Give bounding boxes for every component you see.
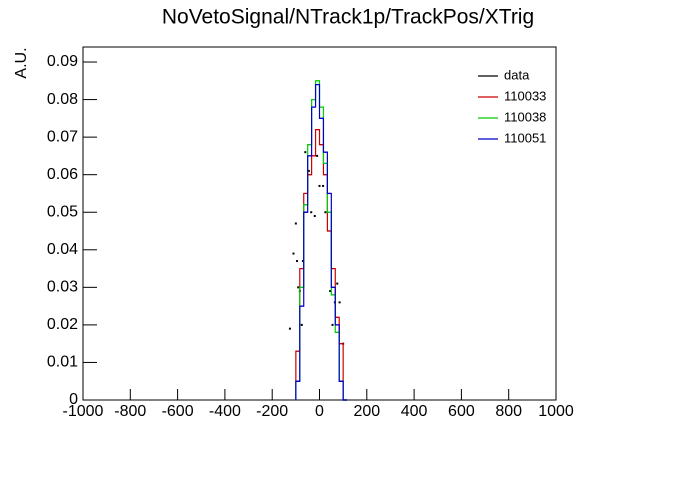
data-point xyxy=(307,169,310,172)
x-tick-label: -400 xyxy=(209,403,241,420)
data-point xyxy=(310,211,313,214)
x-tick-label: 0 xyxy=(315,403,324,420)
y-tick-label: 0.08 xyxy=(47,91,78,108)
legend-label: 110038 xyxy=(504,109,546,124)
y-axis-label: A.U. xyxy=(13,47,30,78)
x-tick-label: -800 xyxy=(114,403,146,420)
data-point xyxy=(304,151,307,154)
data-point xyxy=(296,260,299,263)
y-tick-label: 0.01 xyxy=(47,354,78,371)
x-tick-label: -1000 xyxy=(63,403,104,420)
y-tick-label: 0.09 xyxy=(47,53,78,70)
x-tick-label: -200 xyxy=(256,403,288,420)
x-tick-label: 800 xyxy=(495,403,522,420)
data-point xyxy=(336,282,339,285)
chart-title: NoVetoSignal/NTrack1p/TrackPos/XTrig xyxy=(162,6,534,29)
data-point xyxy=(316,154,319,157)
data-point xyxy=(288,327,291,330)
data-point xyxy=(292,252,295,255)
data-point xyxy=(338,301,341,304)
x-tick-label: 400 xyxy=(401,403,428,420)
y-tick-label: 0.04 xyxy=(47,241,78,258)
data-point xyxy=(294,222,297,225)
x-tick-label: 200 xyxy=(353,403,380,420)
legend-label: 110033 xyxy=(504,88,546,103)
y-tick-label: 0.02 xyxy=(47,316,78,333)
data-point xyxy=(329,290,332,293)
data-point xyxy=(331,323,334,326)
y-tick-label: 0 xyxy=(69,391,78,408)
data-point xyxy=(313,214,316,217)
y-tick-label: 0.06 xyxy=(47,166,78,183)
data-point xyxy=(322,184,325,187)
y-tick-label: 0.03 xyxy=(47,279,78,296)
legend-label: data xyxy=(504,67,530,82)
data-point xyxy=(300,323,303,326)
data-point xyxy=(324,211,327,214)
x-tick-label: -600 xyxy=(162,403,194,420)
y-tick-label: 0.05 xyxy=(47,203,78,220)
data-point xyxy=(318,184,321,187)
legend-label: 110051 xyxy=(504,130,546,145)
y-tick-label: 0.07 xyxy=(47,128,78,145)
x-tick-label: 600 xyxy=(448,403,475,420)
data-point xyxy=(297,286,300,289)
data-point xyxy=(301,260,304,263)
x-tick-label: 1000 xyxy=(538,403,574,420)
